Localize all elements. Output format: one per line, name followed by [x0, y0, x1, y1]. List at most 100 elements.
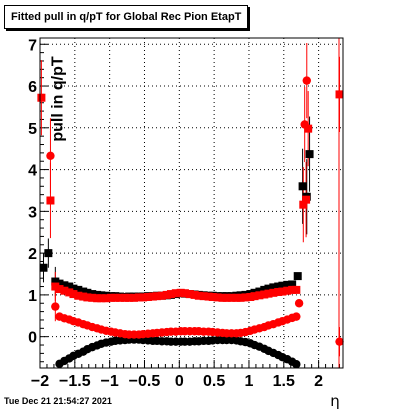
data-point-square	[51, 277, 60, 286]
data-point-square	[88, 293, 97, 302]
data-point-square	[250, 292, 259, 301]
data-point-square	[74, 291, 83, 300]
data-point-square	[194, 291, 203, 300]
data-point-circle	[302, 76, 311, 85]
data-point-square	[236, 293, 245, 302]
data-point-square	[153, 292, 162, 301]
data-point-square	[269, 288, 278, 297]
data-point-square	[208, 292, 217, 301]
y-tick-label: 6	[28, 79, 37, 96]
data-point-square	[55, 279, 64, 288]
data-point-square	[60, 286, 69, 295]
data-point-circle	[300, 120, 309, 129]
data-point-square	[79, 292, 88, 301]
data-point-square	[157, 291, 166, 300]
data-point-square	[46, 196, 55, 205]
data-point-square	[69, 284, 78, 293]
x-tick-label: 2	[314, 373, 323, 390]
data-point-square	[116, 293, 125, 302]
data-point-square	[255, 291, 264, 300]
data-point-square	[227, 293, 236, 302]
data-point-square	[288, 285, 297, 294]
data-point-square	[278, 287, 287, 296]
data-point-circle	[46, 151, 55, 160]
data-point-circle	[51, 302, 60, 311]
data-point-square	[51, 282, 60, 291]
data-point-square	[139, 293, 148, 302]
data-point-square	[293, 272, 302, 281]
chart-title-box: Fitted pull in q/pT for Global Rec Pion …	[4, 5, 249, 29]
y-tick-label: 2	[28, 246, 37, 263]
data-point-square	[274, 287, 283, 296]
data-point-square	[299, 200, 308, 209]
data-point-square	[283, 286, 292, 295]
data-point-square	[185, 290, 194, 299]
data-point-square	[274, 282, 283, 291]
data-point-square	[335, 90, 344, 99]
data-point-circle	[292, 312, 301, 321]
data-point-square	[260, 290, 269, 299]
y-tick-label: 3	[28, 204, 37, 221]
data-point-square	[218, 293, 227, 302]
x-tick-label: 0	[175, 373, 184, 390]
data-point-square	[102, 294, 111, 303]
data-point-square	[283, 280, 292, 289]
x-tick-label: 0.5	[203, 373, 225, 390]
data-point-square	[107, 293, 116, 302]
data-point-square	[148, 292, 157, 301]
data-point-square	[298, 182, 307, 191]
data-point-square	[120, 293, 129, 302]
data-point-square	[83, 293, 92, 302]
data-point-square	[37, 93, 46, 102]
data-point-square	[204, 292, 213, 301]
data-point-square	[302, 195, 311, 204]
data-point-square	[171, 289, 180, 298]
data-point-square	[199, 292, 208, 301]
data-point-square	[213, 293, 222, 302]
data-point-square	[304, 124, 313, 133]
y-tick-label: 1	[28, 288, 37, 305]
data-point-square	[166, 290, 175, 299]
data-point-square	[222, 293, 231, 302]
data-point-square	[97, 294, 106, 303]
data-point-square	[269, 283, 278, 292]
data-point-square	[264, 289, 273, 298]
data-point-square	[162, 290, 171, 299]
data-point-square	[292, 285, 301, 294]
data-point-square	[44, 249, 53, 258]
data-point-square	[180, 289, 189, 298]
data-point-square	[305, 150, 314, 159]
data-point-square	[246, 292, 255, 301]
data-point-square	[93, 294, 102, 303]
chart-title: Fitted pull in q/pT for Global Rec Pion …	[11, 11, 242, 23]
data-point-square	[190, 290, 199, 299]
data-point-square	[176, 288, 185, 297]
data-point-square	[288, 280, 297, 289]
data-point-square	[260, 285, 269, 294]
plot-frame	[39, 37, 344, 369]
y-tick-label: 4	[28, 163, 37, 180]
data-point-square	[125, 293, 134, 302]
x-tick-label: −1.5	[59, 373, 91, 390]
data-point-circle	[292, 360, 301, 369]
x-tick-label: −2	[31, 373, 49, 390]
x-tick-label: 1.5	[273, 373, 295, 390]
data-point-circle	[335, 337, 344, 346]
x-axis-label: η	[330, 392, 340, 409]
timestamp: Tue Dec 21 21:54:27 2021	[4, 396, 112, 406]
data-point-square	[111, 293, 120, 302]
data-point-square	[69, 290, 78, 299]
y-axis-label: pull in q/pT	[49, 56, 67, 142]
data-point-square	[278, 281, 287, 290]
data-point-square	[74, 285, 83, 294]
data-point-square	[39, 263, 48, 272]
data-point-square	[60, 281, 69, 290]
data-point-square	[65, 282, 74, 291]
plot-frame-bg	[40, 38, 343, 368]
y-tick-label: 5	[28, 121, 37, 138]
data-point-circle	[294, 299, 304, 308]
y-tick-label: 7	[28, 37, 37, 54]
x-tick-label: −0.5	[129, 373, 161, 390]
data-point-square	[55, 285, 64, 294]
data-point-square	[143, 292, 152, 301]
